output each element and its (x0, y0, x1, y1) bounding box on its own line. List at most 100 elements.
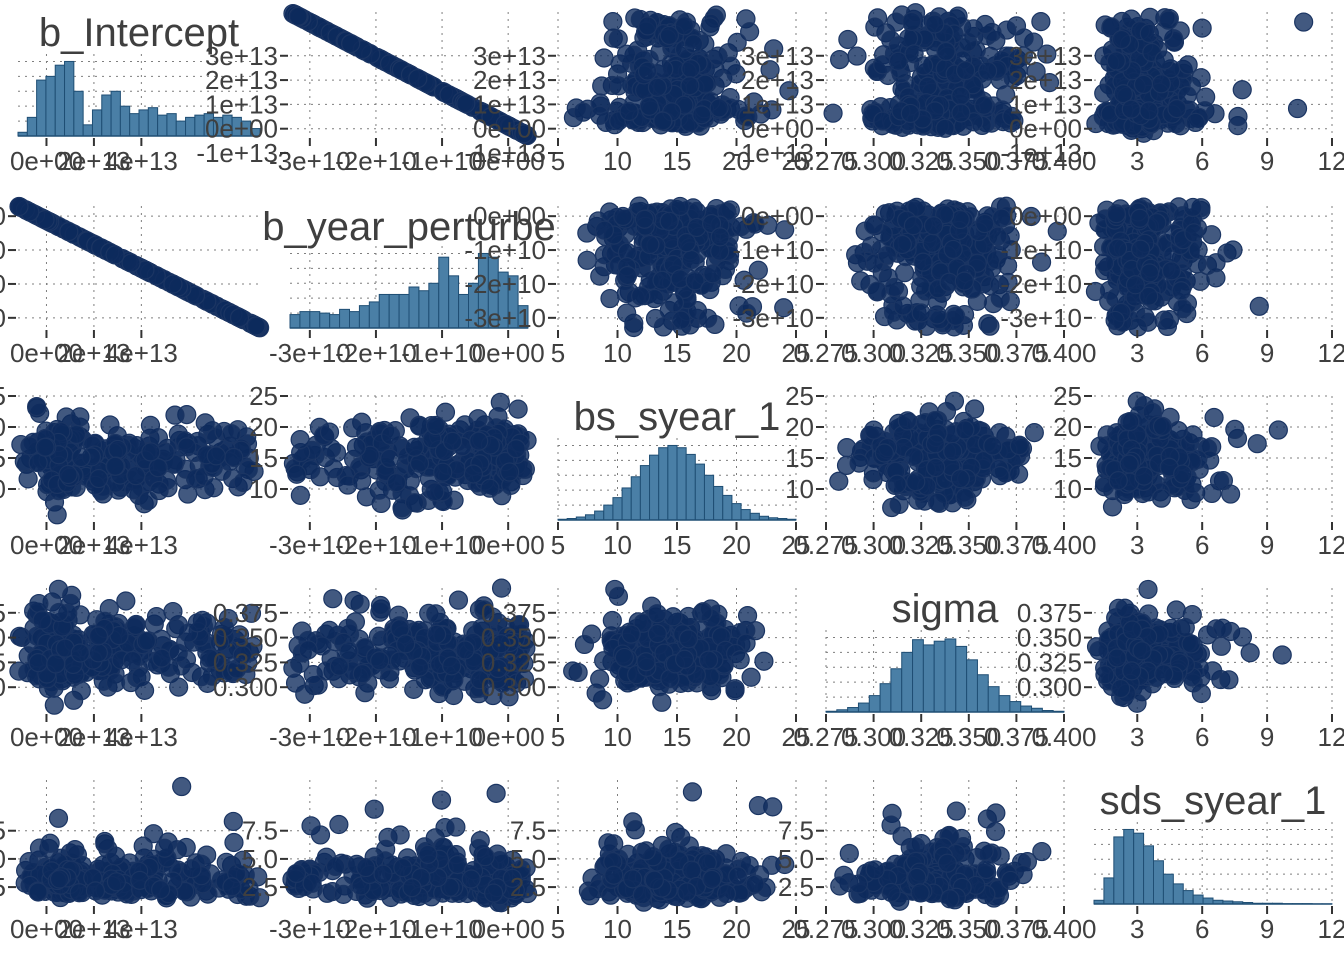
scatter-point (70, 407, 90, 427)
scatter-point (298, 640, 318, 660)
scatter-point (409, 453, 430, 473)
scatter-point (594, 48, 614, 68)
scatter-point (323, 459, 344, 479)
scatter-point (1120, 411, 1140, 432)
y-tick-label: -1e+13 (196, 138, 278, 168)
scatter-point (1152, 416, 1173, 437)
scatter-point (1203, 661, 1223, 681)
scatter-point (847, 253, 868, 273)
scatter-point (224, 832, 244, 853)
scatter-point (146, 606, 167, 627)
scatter-point (978, 61, 998, 81)
y-tick-label: -1e+13 (732, 138, 814, 168)
scatter-point (631, 286, 651, 306)
scatter-point (44, 695, 64, 715)
scatter-point (486, 783, 506, 803)
x-tick-label: 9 (1260, 338, 1274, 368)
histogram-bar (101, 94, 112, 137)
scatter-point (508, 399, 528, 419)
scatter-point (1095, 665, 1115, 685)
scatter-point (246, 316, 266, 336)
scatter-point (122, 650, 143, 671)
scatter-point (1132, 641, 1152, 661)
scatter-point (1009, 436, 1029, 456)
scatter-point (352, 664, 372, 684)
scatter-point (674, 649, 695, 669)
panel-title: bs_syear_1 (574, 395, 781, 439)
scatter-point (764, 39, 784, 59)
x-tick-label: 4e+13 (105, 146, 178, 176)
scatter-point (574, 634, 595, 655)
scatter-point (671, 310, 691, 330)
scatter-point (1232, 627, 1253, 647)
y-tick-label: 0.300 (0, 672, 6, 702)
histogram-bar (933, 640, 946, 713)
scatter-point (922, 233, 942, 253)
scatter-point (1228, 106, 1248, 127)
histogram-bar (418, 290, 430, 329)
y-tick-label: 3e+13 (205, 41, 278, 71)
scatter-point (1105, 310, 1125, 331)
scatter-point (396, 634, 416, 654)
y-tick-label: -1e+13 (1000, 138, 1082, 168)
x-tick-label: 12 (1318, 722, 1344, 752)
scatter-point (1133, 74, 1154, 95)
scatter-point (906, 472, 926, 492)
scatter-point (100, 415, 120, 435)
scatter-point (1294, 12, 1314, 32)
scatter-point (727, 32, 747, 52)
scatter-point (141, 442, 161, 462)
histogram-bar (289, 314, 301, 329)
scatter-point (9, 196, 29, 217)
scatter-point (1031, 12, 1051, 32)
scatter-point (88, 643, 108, 663)
scatter-point (992, 208, 1012, 228)
scatter-point (653, 317, 673, 337)
scatter-point (741, 667, 761, 687)
scatter-point (1122, 661, 1142, 681)
y-tick-label: 7.5 (0, 816, 6, 846)
scatter-point (370, 651, 390, 671)
scatter-point (480, 478, 500, 498)
scatter-point (1161, 261, 1182, 281)
scatter-point (946, 306, 966, 326)
x-tick-label: 5 (551, 338, 565, 368)
scatter-point (1158, 10, 1179, 30)
scatter-point (35, 437, 55, 457)
scatter-point (954, 271, 974, 291)
scatter-point (640, 234, 660, 255)
histogram-bar (987, 686, 1000, 713)
scatter-point (600, 288, 620, 309)
scatter-point (1202, 483, 1222, 504)
histogram-bar (649, 454, 660, 521)
histogram-bar (612, 497, 623, 521)
scatter-point (955, 487, 975, 507)
scatter-point (603, 12, 623, 32)
scatter-point (904, 447, 924, 467)
x-tick-label: 5 (551, 146, 565, 176)
x-tick-label: 10 (603, 338, 632, 368)
scatter-point (455, 640, 475, 660)
scatter-point (1111, 29, 1132, 50)
scatter-point (404, 437, 424, 457)
x-tick-label: 6 (1195, 530, 1209, 560)
scatter-point (1139, 263, 1160, 283)
scatter-point (904, 44, 924, 64)
scatter-point (379, 669, 399, 689)
scatter-point (608, 586, 629, 606)
scatter-point (506, 439, 526, 459)
x-tick-label: 15 (663, 146, 692, 176)
histogram-bar (448, 275, 460, 329)
scatter-point (404, 493, 425, 513)
scatter-point (59, 221, 79, 242)
histogram-bar (408, 286, 420, 329)
scatter-point (678, 629, 699, 649)
scatter-point (1130, 239, 1151, 259)
histogram-bar (368, 301, 380, 329)
scatter-point (637, 61, 658, 81)
